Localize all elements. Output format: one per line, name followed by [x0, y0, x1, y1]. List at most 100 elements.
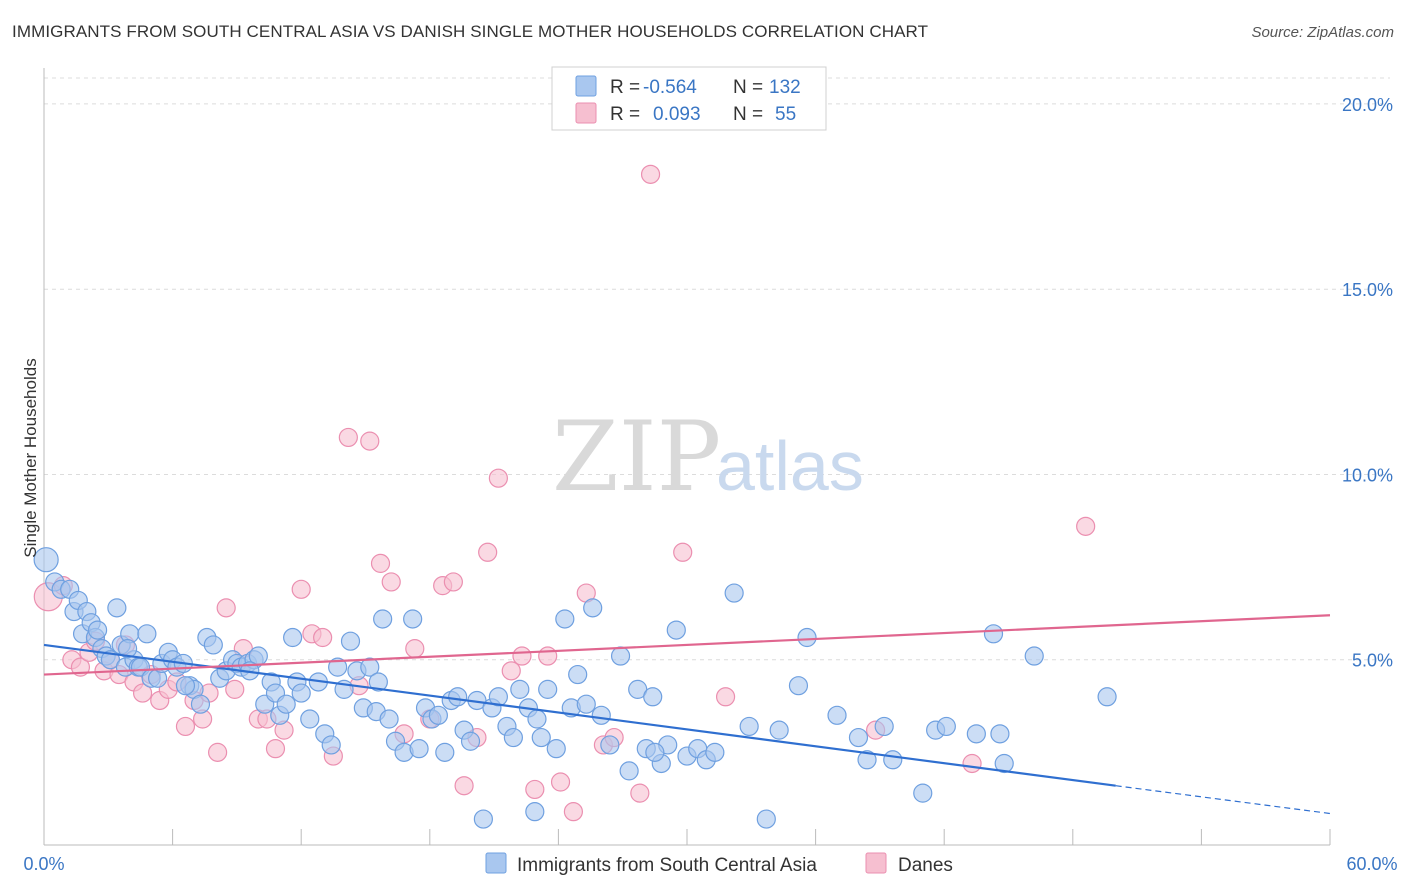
danes-trend-line: [43, 614, 1331, 676]
immigrants-point: [666, 620, 686, 640]
immigrants-point: [527, 709, 547, 729]
series-label-danes: Danes: [898, 855, 953, 876]
immigrants-point: [546, 739, 566, 759]
legend-box: [551, 66, 827, 131]
x-tick-label: 60.0%: [1346, 854, 1397, 874]
immigrants-trend-line: [43, 643, 1116, 787]
immigrants-point: [276, 694, 296, 714]
danes-point: [525, 779, 545, 800]
immigrants-point: [190, 694, 211, 714]
danes-point: [630, 783, 650, 803]
chart-source: Source: ZipAtlas.com: [1251, 24, 1394, 41]
danes-point: [962, 753, 982, 774]
immigrants-point: [739, 716, 759, 737]
series-swatch-danes: [865, 852, 887, 874]
danes-point: [225, 679, 245, 699]
immigrants-point: [107, 598, 127, 618]
correlation-legend: R = -0.564 N = 132 R = 0.093 N = 55: [551, 66, 827, 131]
legend-swatch-pink: [575, 102, 597, 124]
y-tick-label: 20.0%: [1342, 95, 1393, 115]
immigrants-point: [33, 547, 59, 573]
immigrants-point: [300, 709, 320, 729]
danes-point: [512, 646, 532, 666]
immigrants-point: [538, 679, 558, 699]
immigrants-point: [555, 609, 575, 629]
immigrants-point: [797, 627, 817, 648]
legend-swatch-blue: [575, 75, 597, 97]
immigrants-point: [591, 705, 611, 725]
immigrants-point: [328, 657, 348, 677]
immigrants-point: [857, 750, 877, 770]
immigrants-point: [435, 742, 455, 762]
x-tick-labels: 0.0% 60.0%: [23, 854, 1397, 874]
immigrants-point: [645, 742, 665, 762]
legend-r-value-1: -0.564: [643, 77, 697, 98]
danes-point: [673, 542, 693, 562]
immigrants-point: [340, 631, 361, 651]
y-axis-label: Single Mother Households: [21, 358, 40, 557]
immigrants-point: [203, 635, 223, 655]
y-tick-label: 5.0%: [1352, 651, 1393, 671]
watermark: ZIP atlas: [552, 401, 864, 513]
danes-point: [313, 627, 333, 648]
immigrants-point: [321, 735, 341, 755]
immigrants-point: [87, 620, 108, 640]
immigrants-point: [403, 609, 423, 629]
legend-n-label-2: N =: [733, 104, 763, 125]
x-tick-label: 0.0%: [23, 854, 64, 874]
immigrants-point: [373, 609, 393, 629]
danes-point: [132, 683, 153, 703]
legend-n-value-2: 55: [775, 104, 796, 125]
immigrants-point: [283, 627, 303, 648]
immigrants-point: [488, 687, 508, 707]
danes-point: [360, 431, 380, 451]
immigrants-point: [409, 739, 429, 759]
immigrants-point: [568, 664, 588, 685]
immigrants-point: [724, 583, 744, 603]
immigrants-point: [705, 742, 725, 762]
immigrants-point: [769, 720, 789, 740]
danes-point: [488, 468, 508, 488]
immigrants-point: [848, 727, 869, 748]
danes-point: [381, 572, 401, 592]
danes-point: [550, 772, 571, 792]
immigrants-point: [643, 687, 663, 707]
immigrants-point: [510, 679, 530, 699]
legend-r-label-1: R =: [610, 77, 640, 98]
immigrants-point: [610, 646, 631, 666]
immigrants-trend-extension: [1115, 785, 1331, 815]
immigrants-point: [883, 750, 903, 770]
immigrants-point: [503, 727, 523, 748]
immigrants-point: [117, 639, 138, 659]
danes-point: [370, 553, 391, 573]
immigrants-point: [913, 783, 933, 803]
danes-point: [538, 646, 558, 666]
immigrants-point: [1097, 687, 1117, 707]
immigrants-point: [936, 716, 956, 737]
immigrants-point: [368, 672, 388, 692]
immigrants-point: [379, 709, 399, 729]
immigrants-point: [827, 705, 847, 725]
danes-point: [216, 598, 236, 618]
immigrants-points: [33, 547, 1117, 829]
immigrants-point: [175, 676, 196, 696]
immigrants-point: [619, 761, 639, 781]
immigrants-point: [966, 724, 986, 744]
immigrants-point: [583, 598, 603, 618]
danes-point: [454, 776, 474, 796]
danes-point: [405, 639, 425, 659]
watermark-atlas: atlas: [716, 427, 864, 505]
danes-point: [443, 572, 463, 592]
trend-lines: [43, 614, 1331, 815]
legend-r-value-2: 0.093: [653, 104, 701, 125]
immigrants-point: [360, 657, 380, 677]
danes-point: [291, 579, 311, 599]
y-tick-label: 10.0%: [1342, 465, 1393, 485]
danes-point: [175, 716, 196, 737]
danes-point: [478, 542, 498, 562]
series-label-immigrants: Immigrants from South Central Asia: [517, 855, 817, 876]
immigrants-point: [874, 716, 894, 737]
immigrants-point: [600, 735, 620, 755]
danes-point: [563, 802, 584, 822]
immigrants-point: [756, 809, 776, 829]
